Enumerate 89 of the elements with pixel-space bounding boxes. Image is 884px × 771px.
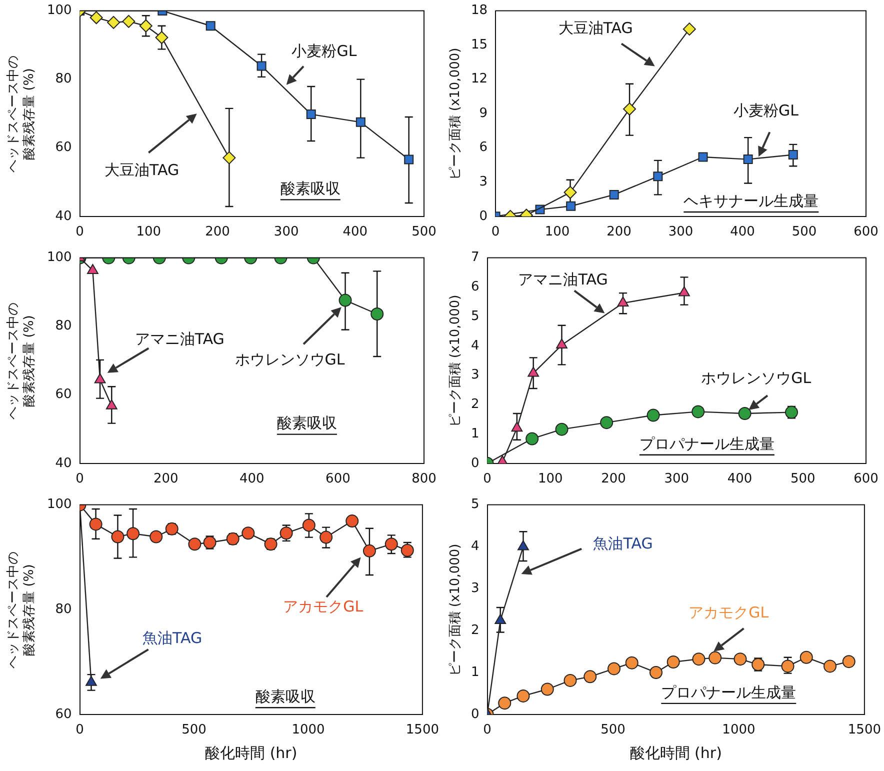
y-tick-label: 80 bbox=[55, 602, 72, 617]
x-tick-label: 1000 bbox=[292, 722, 325, 738]
y-tick-label: 6 bbox=[470, 280, 480, 295]
y-tick-label: 9 bbox=[479, 106, 488, 121]
x-tick-label: 100 bbox=[538, 472, 563, 487]
series-label: 小麦粉GL bbox=[292, 42, 358, 60]
y-axis-title: ヘッドスペース中の酸素残存量 (%) bbox=[6, 550, 38, 670]
x-tick-label: 0 bbox=[76, 722, 84, 738]
y-tick-label: 100 bbox=[46, 3, 72, 18]
annotation: 酸素吸収 bbox=[255, 688, 316, 706]
text: 魚油TAG bbox=[593, 534, 653, 553]
y-tick-label: 6 bbox=[479, 140, 488, 156]
x-tick-label: 200 bbox=[153, 472, 178, 487]
text: 小麦粉GL bbox=[733, 101, 800, 120]
series-label: ホウレンソウGL bbox=[701, 368, 812, 387]
x-tick-label: 600 bbox=[326, 472, 350, 487]
annotation: ヘキサナール生成量 bbox=[684, 192, 819, 210]
y-tick-label: 18 bbox=[470, 3, 488, 18]
text: アカモクGL bbox=[283, 597, 364, 616]
y-tick-label: 40 bbox=[55, 208, 72, 224]
y-tick-label: 3 bbox=[470, 581, 480, 596]
x-tick-label: 400 bbox=[727, 472, 752, 487]
y-tick-label: 80 bbox=[55, 72, 72, 87]
y-tick-label: 3 bbox=[479, 174, 488, 190]
y-tick-label: 40 bbox=[55, 456, 72, 471]
x-tick-label: 1500 bbox=[848, 722, 882, 738]
x-tick-label: 800 bbox=[412, 472, 436, 487]
x-tick-label: 0 bbox=[491, 224, 500, 240]
y-tick-label: 5 bbox=[470, 308, 480, 324]
x-tick-label: 200 bbox=[606, 224, 632, 240]
x-tick-label: 500 bbox=[412, 224, 436, 240]
x-tick-label: 600 bbox=[854, 472, 878, 487]
x-tick-label: 300 bbox=[668, 224, 694, 240]
y-tick-label: 4 bbox=[470, 539, 480, 554]
y-tick-label: 100 bbox=[46, 250, 72, 266]
x-tick-label: 500 bbox=[790, 472, 816, 487]
x-tick-label: 100 bbox=[136, 224, 162, 240]
x-tick-label: 400 bbox=[342, 224, 368, 240]
x-tick-label: 500 bbox=[792, 224, 817, 240]
x-tick-label: 500 bbox=[182, 722, 206, 738]
y-tick-label: 15 bbox=[470, 37, 488, 52]
annotation: 酸素吸収 bbox=[276, 414, 337, 432]
x-tick-label: 200 bbox=[601, 472, 626, 487]
series-label: アマニ油TAG bbox=[518, 270, 608, 288]
annotation: 酸素吸収 bbox=[280, 180, 340, 198]
text: アマニ油TAG bbox=[134, 330, 224, 348]
y-tick-label: 1 bbox=[470, 426, 480, 442]
y-tick-label: 80 bbox=[55, 318, 72, 334]
y-axis-title: ピーク面積 (x10,000) bbox=[448, 46, 464, 182]
annotation: プロパナール生成量 bbox=[639, 434, 774, 453]
x-tick-label: 600 bbox=[854, 224, 878, 240]
y-tick-label: 3 bbox=[470, 368, 480, 383]
x-tick-label: 400 bbox=[239, 472, 264, 487]
x-axis-title: 酸化時間 (hr) bbox=[205, 744, 298, 762]
x-tick-label: 100 bbox=[544, 224, 570, 240]
text: アカモクGL bbox=[688, 604, 770, 622]
text: 魚油TAG bbox=[142, 628, 202, 647]
x-tick-label: 0 bbox=[76, 224, 84, 240]
y-tick-label: 60 bbox=[55, 387, 72, 402]
x-tick-label: 500 bbox=[600, 722, 626, 738]
y-tick-label: 60 bbox=[55, 140, 72, 156]
y-axis-title: ヘッドスペース中の酸素残存量 (%) bbox=[6, 301, 38, 422]
x-tick-label: 0 bbox=[76, 472, 84, 487]
y-tick-label: 5 bbox=[470, 497, 480, 512]
x-axis-title: 酸化時間 (hr) bbox=[630, 744, 722, 762]
y-axis-title: ピーク面積 (x10,000) bbox=[448, 542, 464, 678]
y-tick-label: 0 bbox=[479, 208, 488, 224]
annotation: プロパナール生成量 bbox=[661, 683, 796, 702]
y-tick-label: 12 bbox=[470, 72, 488, 87]
y-tick-label: 2 bbox=[470, 622, 480, 638]
y-tick-label: 0 bbox=[470, 456, 480, 471]
x-tick-label: 300 bbox=[664, 472, 690, 487]
text: ホウレンソウGL bbox=[234, 350, 346, 368]
y-axis-title: ピーク面積 (x10,000) bbox=[448, 293, 464, 429]
y-tick-label: 4 bbox=[470, 338, 480, 354]
y-tick-label: 7 bbox=[470, 250, 480, 266]
x-tick-label: 400 bbox=[730, 224, 755, 240]
text: 大豆油TAG bbox=[558, 19, 633, 38]
y-tick-label: 2 bbox=[470, 397, 480, 412]
y-tick-label: 60 bbox=[55, 706, 72, 722]
y-tick-label: 0 bbox=[470, 706, 480, 722]
x-tick-label: 200 bbox=[205, 224, 230, 240]
y-tick-label: 1 bbox=[470, 664, 480, 680]
x-tick-label: 1000 bbox=[722, 722, 756, 738]
x-tick-label: 1500 bbox=[406, 722, 440, 738]
y-axis-title: ヘッドスペース中の酸素残存量 (%) bbox=[6, 54, 38, 174]
y-tick-label: 100 bbox=[46, 497, 72, 512]
text: 大豆油TAG bbox=[104, 161, 180, 180]
x-tick-label: 300 bbox=[274, 224, 299, 240]
